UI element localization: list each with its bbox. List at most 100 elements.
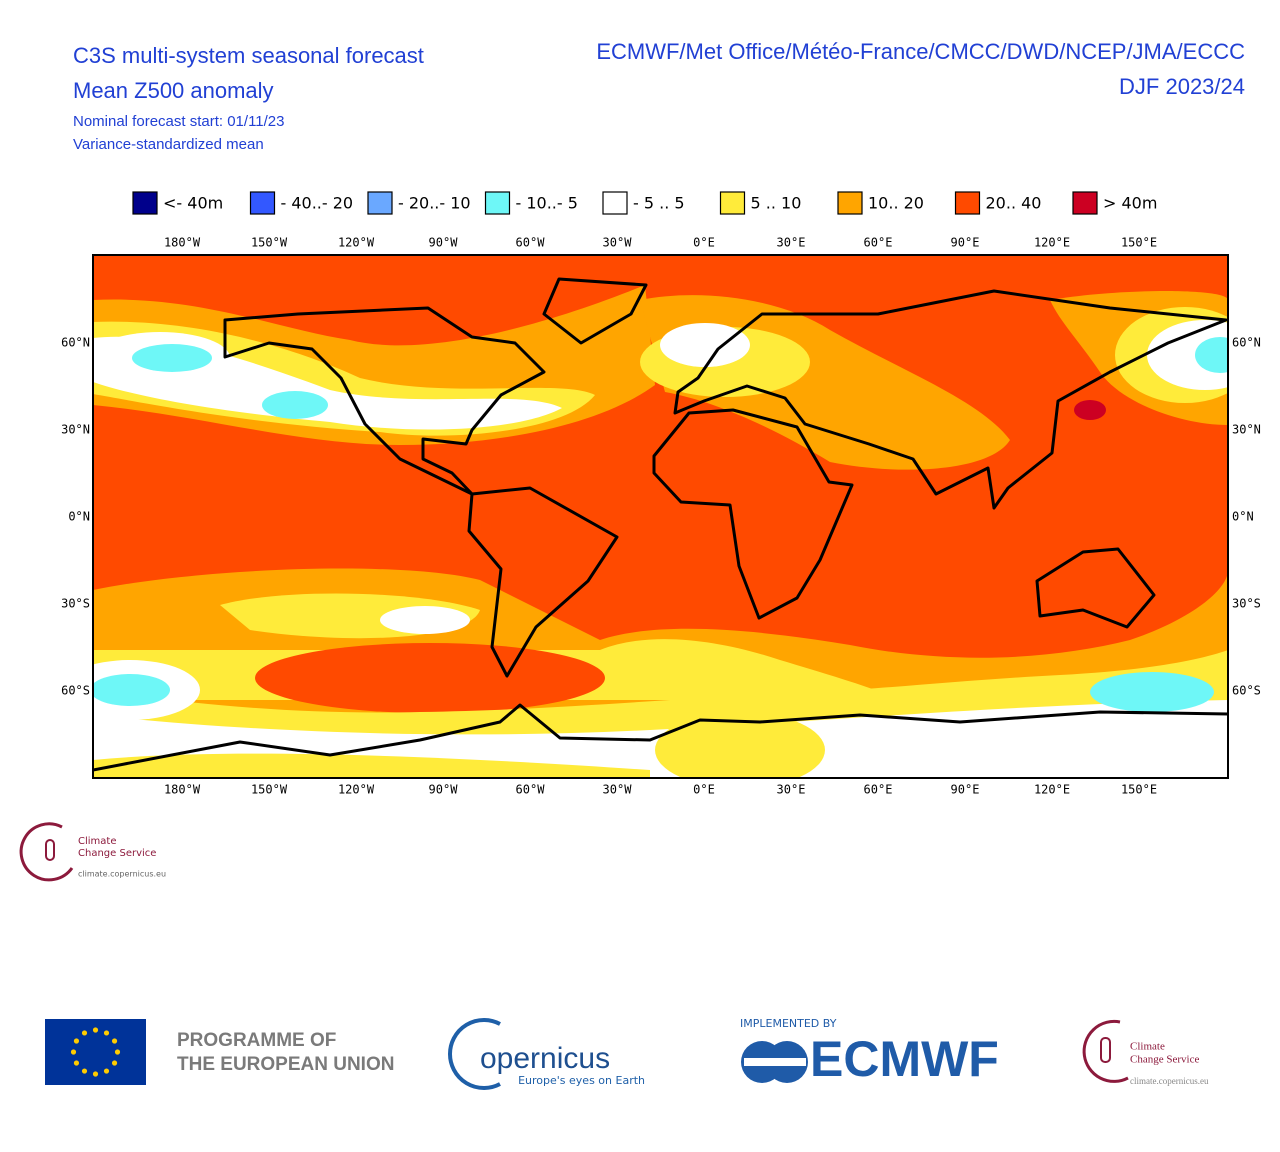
lon-label: 150°W xyxy=(251,236,288,250)
map-labels: 180°W 180°W 150°W 150°W 120°W 120°W 90°W 90°W 60… xyxy=(61,236,1261,797)
lon-label: 0°E xyxy=(693,236,715,250)
legend-swatch xyxy=(954,191,981,215)
lon-label: 180°W xyxy=(164,236,201,250)
legend-swatch xyxy=(602,191,628,215)
ecmwf-icon xyxy=(744,1058,806,1066)
logo-text: Climate xyxy=(1130,1041,1165,1053)
legend-swatch xyxy=(837,191,863,215)
lon-label: 120°E xyxy=(1034,783,1070,797)
subtitle: Mean Z500 anomaly xyxy=(73,78,274,103)
eu-star xyxy=(92,1071,99,1077)
anomaly-area xyxy=(93,674,170,706)
legend-swatch xyxy=(132,191,158,215)
logo-url: climate.copernicus.eu xyxy=(78,870,166,879)
anomaly-area xyxy=(255,643,605,713)
legend-label: - 5 .. 5 xyxy=(633,194,685,213)
lon-label: 180°W xyxy=(164,783,201,797)
lon-label: 0°E xyxy=(693,783,715,797)
lon-label: 90°E xyxy=(951,236,980,250)
logo-icon xyxy=(45,839,55,861)
logo-text: Climate xyxy=(78,836,116,847)
lon-label: 60°W xyxy=(516,783,546,797)
anomaly-area xyxy=(660,323,750,367)
map xyxy=(93,255,1228,778)
legend-label: 10.. 20 xyxy=(868,194,924,213)
lon-label: 30°E xyxy=(777,783,806,797)
legend-label: - 10..- 5 xyxy=(516,194,578,213)
logo-url: climate.copernicus.eu xyxy=(1130,1076,1209,1086)
logo-icon xyxy=(1100,1037,1111,1063)
eu-star xyxy=(92,1027,99,1033)
lon-label: 120°W xyxy=(338,236,375,250)
logo-text: Change Service xyxy=(1130,1054,1199,1066)
anomaly-area xyxy=(1074,400,1106,420)
legend-swatch xyxy=(249,191,276,215)
c3s-logo: Climate Change Service climate.copernicu… xyxy=(1082,1019,1209,1086)
legend-label: 20.. 40 xyxy=(986,194,1042,213)
legend-label: 5 .. 10 xyxy=(751,194,802,213)
copernicus-tagline: Europe's eyes on Earth xyxy=(518,1074,645,1087)
legend: <- 40m - 40..- 20 - 20..- 10 - 10..- 5 - 5 .… xyxy=(132,191,1157,215)
lon-label: 30°W xyxy=(603,783,633,797)
lat-label: 0°N xyxy=(1232,510,1254,524)
method: Variance-standardized mean xyxy=(73,136,264,153)
eu-star xyxy=(103,1068,110,1074)
anomaly-area xyxy=(262,391,328,419)
forecast-start: Nominal forecast start: 01/11/23 xyxy=(73,113,285,130)
lat-label: 60°S xyxy=(1232,684,1261,698)
ecmwf-logo: IMPLEMENTED BY ECMWF xyxy=(740,1017,999,1087)
lat-label: 30°N xyxy=(1232,423,1261,437)
coastline xyxy=(652,408,854,620)
anomaly-area xyxy=(1195,337,1228,373)
lon-label: 150°W xyxy=(251,783,288,797)
eu-star xyxy=(81,1030,88,1036)
map-frame xyxy=(92,254,1229,779)
eu-logo: PROGRAMME OF THE EUROPEAN UNION xyxy=(45,1019,394,1085)
anomaly-area xyxy=(132,344,212,372)
lon-label: 60°E xyxy=(864,236,893,250)
coastline xyxy=(542,277,648,345)
lat-label: 60°N xyxy=(61,336,90,350)
legend-swatch xyxy=(484,191,511,215)
legend-label: - 40..- 20 xyxy=(281,194,354,213)
copernicus-name: opernicus xyxy=(480,1042,610,1075)
lon-label: 90°E xyxy=(951,783,980,797)
eu-stars xyxy=(70,1027,121,1077)
title: C3S multi-system seasonal forecast xyxy=(73,43,424,68)
lon-label: 120°E xyxy=(1034,236,1070,250)
eu-star xyxy=(111,1038,118,1044)
anomaly-area xyxy=(93,753,650,778)
copernicus-logo: opernicus Europe's eyes on Earth xyxy=(448,1018,645,1090)
lat-label: 30°S xyxy=(61,597,90,611)
legend-label: > 40m xyxy=(1103,194,1157,213)
anomaly-area xyxy=(1090,672,1214,712)
eu-star xyxy=(111,1060,118,1066)
lat-label: 60°N xyxy=(1232,336,1261,350)
anomaly-area xyxy=(380,606,470,634)
lon-label: 150°E xyxy=(1121,236,1157,250)
lon-label: 150°E xyxy=(1121,783,1157,797)
legend-label: <- 40m xyxy=(163,194,223,213)
lon-label: 60°W xyxy=(516,236,546,250)
eu-text: THE EUROPEAN UNION xyxy=(177,1054,394,1075)
c3s-logo-small: Climate Change Service climate.copernicu… xyxy=(19,822,166,882)
lon-label: 90°W xyxy=(429,236,459,250)
coastline xyxy=(1035,547,1156,629)
lon-label: 30°W xyxy=(603,236,633,250)
coastline xyxy=(223,306,546,496)
lat-label: 60°S xyxy=(61,684,90,698)
legend-label: - 20..- 10 xyxy=(398,194,471,213)
coastline xyxy=(467,486,619,678)
coastline xyxy=(93,703,1228,772)
eu-star xyxy=(73,1060,80,1066)
lon-label: 60°E xyxy=(864,783,893,797)
ecmwf-name: ECMWF xyxy=(810,1031,999,1087)
eu-text: PROGRAMME OF xyxy=(177,1030,336,1051)
logo-arc xyxy=(448,1018,501,1090)
eu-star xyxy=(114,1049,121,1055)
lon-label: 90°W xyxy=(429,783,459,797)
lat-label: 0°N xyxy=(68,510,90,524)
lat-label: 30°N xyxy=(61,423,90,437)
ecmwf-caption: IMPLEMENTED BY xyxy=(740,1017,837,1030)
